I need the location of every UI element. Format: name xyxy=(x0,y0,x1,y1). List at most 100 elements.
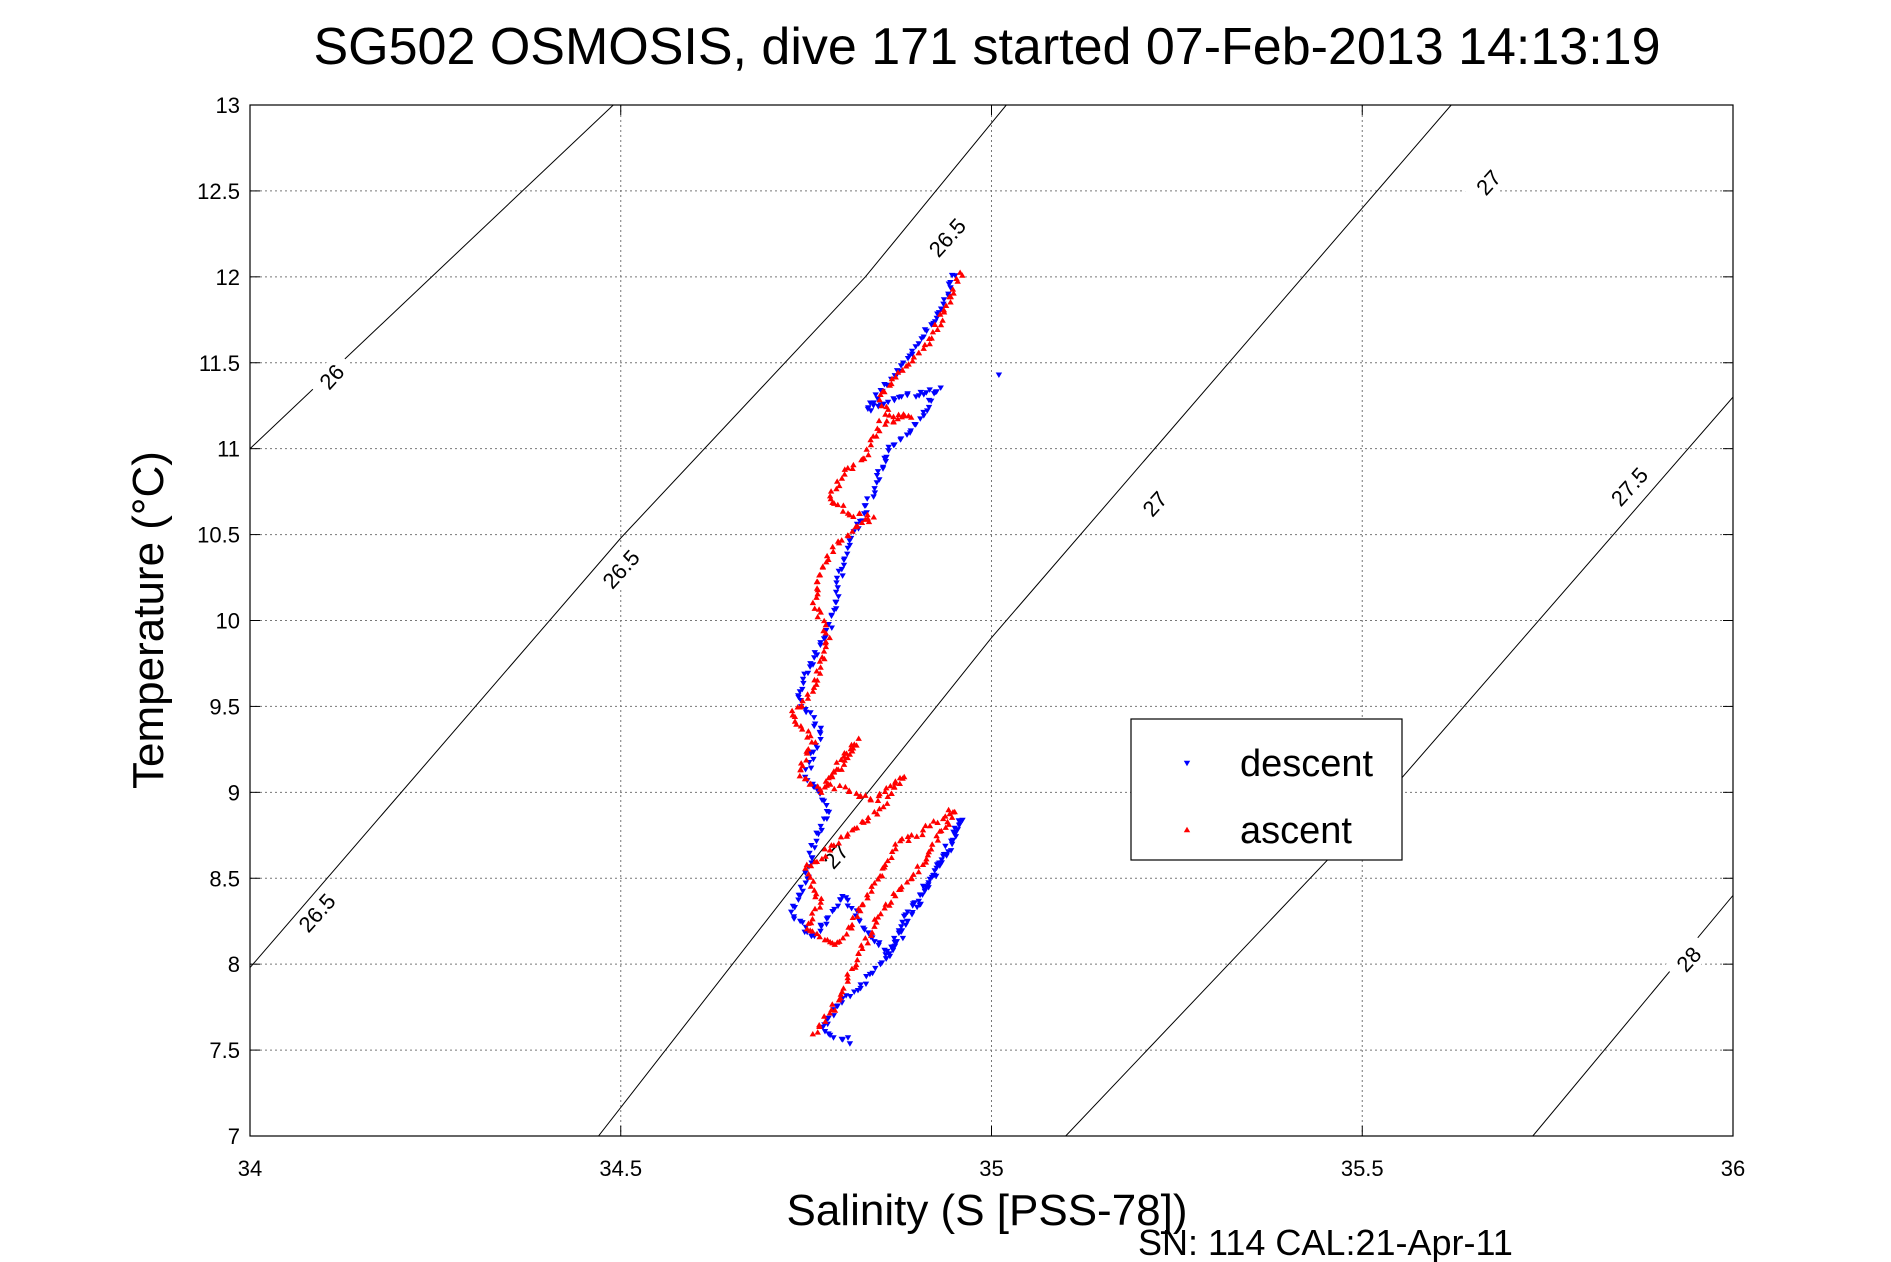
data-point-ascent xyxy=(865,814,872,820)
data-point-ascent xyxy=(895,411,902,418)
data-point-descent xyxy=(870,494,877,500)
data-point-ascent xyxy=(919,861,927,867)
data-point-ascent xyxy=(809,688,817,694)
data-point-descent xyxy=(882,459,889,465)
data-point-ascent xyxy=(882,411,889,417)
data-point-ascent xyxy=(811,905,819,912)
data-point-descent xyxy=(817,731,824,737)
data-point-ascent xyxy=(905,837,912,843)
data-point-descent xyxy=(832,599,839,606)
y-tick-label: 11 xyxy=(217,437,240,462)
data-point-ascent xyxy=(892,374,899,380)
data-point-descent xyxy=(802,880,809,886)
data-point-ascent xyxy=(864,940,871,946)
data-point-descent xyxy=(826,1032,834,1039)
data-point-ascent xyxy=(876,396,883,403)
data-point-descent xyxy=(834,903,842,910)
y-tick-labels: 7 7.5 8 8.5 9 9.5 10 10.5 11 11.5 12 12.5 13 xyxy=(197,93,240,1149)
data-point-ascent xyxy=(877,910,884,917)
y-tick-label: 9 xyxy=(228,780,240,805)
data-point-ascent xyxy=(846,751,853,757)
data-point-descent xyxy=(844,1035,852,1041)
data-point-descent xyxy=(813,838,820,845)
data-point-descent xyxy=(856,518,864,525)
data-point-ascent xyxy=(813,930,821,937)
data-point-descent xyxy=(821,1029,829,1035)
data-point-ascent xyxy=(867,797,875,803)
data-point-ascent xyxy=(940,309,948,315)
data-point-ascent xyxy=(922,822,929,829)
data-point-ascent xyxy=(852,964,859,970)
data-point-ascent xyxy=(822,1018,829,1024)
legend-marker-descent-triangle xyxy=(1183,760,1191,767)
data-point-descent xyxy=(924,408,931,414)
data-point-descent xyxy=(846,538,853,544)
data-point-ascent xyxy=(903,879,911,885)
data-point-ascent xyxy=(830,548,837,554)
x-tick-labels: 34 34.5 35 35.5 36 xyxy=(238,1156,1745,1181)
data-point-descent xyxy=(903,918,911,925)
data-point-ascent xyxy=(855,905,862,912)
data-point-descent xyxy=(808,843,815,849)
data-point-ascent xyxy=(814,1029,821,1035)
legend: descent ascent xyxy=(1130,718,1403,861)
data-point-ascent xyxy=(817,609,824,615)
data-point-ascent xyxy=(925,848,932,855)
data-point-descent xyxy=(898,394,905,400)
data-point-ascent xyxy=(919,826,927,833)
data-point-ascent xyxy=(853,961,860,968)
data-point-descent xyxy=(956,822,963,828)
data-point-ascent xyxy=(848,925,855,931)
x-tick-label: 34.5 xyxy=(599,1156,642,1181)
data-point-ascent xyxy=(859,945,866,951)
data-point-ascent xyxy=(813,890,820,897)
data-point-ascent xyxy=(892,778,899,784)
data-point-ascent xyxy=(868,929,876,935)
data-point-descent xyxy=(954,827,961,833)
data-point-ascent xyxy=(892,841,899,847)
data-point-ascent xyxy=(934,819,941,825)
data-point-ascent xyxy=(822,639,829,646)
data-point-descent xyxy=(830,1035,837,1041)
data-point-descent xyxy=(900,360,907,366)
data-point-descent xyxy=(802,767,809,773)
data-point-ascent xyxy=(878,402,885,409)
y-tick-label: 10.5 xyxy=(197,523,240,548)
data-point-ascent xyxy=(892,892,899,899)
data-point-descent xyxy=(897,363,905,369)
data-point-ascent xyxy=(816,904,824,910)
data-point-ascent xyxy=(827,781,834,787)
data-point-ascent xyxy=(811,605,818,611)
data-point-descent xyxy=(904,391,911,397)
data-point-descent xyxy=(788,909,795,915)
data-point-ascent xyxy=(864,891,871,898)
data-point-ascent xyxy=(868,883,875,889)
data-point-ascent xyxy=(887,782,894,789)
data-point-descent xyxy=(922,884,930,890)
data-point-ascent xyxy=(838,475,846,481)
data-point-ascent xyxy=(882,421,889,427)
data-point-descent xyxy=(846,542,853,549)
chart-title: SG502 OSMOSIS, dive 171 started 07-Feb-2… xyxy=(313,18,1660,76)
data-point-descent xyxy=(897,929,905,935)
data-point-ascent xyxy=(936,828,943,834)
data-point-ascent xyxy=(828,842,835,848)
data-point-ascent xyxy=(871,923,878,929)
axis-ticks xyxy=(249,104,1734,1137)
grid-lines xyxy=(249,104,1734,1137)
y-tick-label: 7.5 xyxy=(209,1038,240,1063)
data-point-descent xyxy=(861,927,868,933)
data-point-descent xyxy=(861,503,868,509)
data-point-ascent xyxy=(926,335,933,341)
data-point-descent xyxy=(940,301,947,307)
data-point-ascent xyxy=(844,831,851,837)
data-point-ascent xyxy=(821,655,828,662)
data-point-ascent xyxy=(871,880,878,886)
data-point-ascent xyxy=(813,594,820,600)
data-point-ascent xyxy=(854,913,861,919)
data-point-descent xyxy=(945,849,952,855)
data-point-ascent xyxy=(898,835,906,842)
data-point-descent xyxy=(861,511,868,517)
data-point-ascent xyxy=(814,783,821,789)
data-point-descent xyxy=(904,356,912,362)
